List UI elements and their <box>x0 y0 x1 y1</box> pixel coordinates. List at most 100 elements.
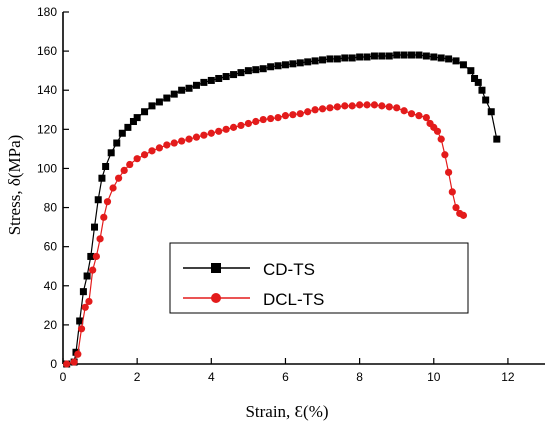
x-tick-label: 8 <box>356 370 363 384</box>
data-point-cd-ts <box>319 56 327 64</box>
data-point-dcl-ts <box>192 133 201 141</box>
data-point-cd-ts <box>107 149 115 157</box>
data-point-cd-ts <box>422 52 430 60</box>
data-point-cd-ts <box>87 252 95 260</box>
legend-label-cd-ts: CD-TS <box>263 260 315 279</box>
data-point-cd-ts <box>487 108 495 116</box>
data-point-cd-ts <box>118 129 126 137</box>
data-point-dcl-ts <box>120 166 128 174</box>
y-tick-label: 80 <box>44 201 58 215</box>
data-point-cd-ts <box>83 272 91 280</box>
data-point-cd-ts <box>333 55 341 63</box>
data-point-cd-ts <box>252 66 260 74</box>
data-point-cd-ts <box>471 74 479 82</box>
data-point-dcl-ts <box>304 108 312 116</box>
data-point-cd-ts <box>185 84 193 92</box>
data-point-dcl-ts <box>437 135 445 143</box>
x-tick-label: 2 <box>134 370 141 384</box>
data-point-cd-ts <box>445 55 453 63</box>
data-point-cd-ts <box>124 123 132 131</box>
y-tick-label: 20 <box>44 318 58 332</box>
data-point-dcl-ts <box>259 115 267 124</box>
data-point-cd-ts <box>296 59 304 67</box>
data-point-cd-ts <box>430 53 438 61</box>
data-point-cd-ts <box>459 61 467 69</box>
data-point-dcl-ts <box>393 104 401 112</box>
data-point-dcl-ts <box>63 360 71 368</box>
data-point-dcl-ts <box>85 297 93 306</box>
data-point-cd-ts <box>400 51 408 59</box>
data-point-dcl-ts <box>81 303 89 311</box>
y-tick-label: 180 <box>37 5 57 19</box>
series-line-dcl-ts <box>66 104 464 365</box>
data-point-cd-ts <box>237 69 245 77</box>
data-point-dcl-ts <box>92 252 100 261</box>
data-point-cd-ts <box>370 52 378 60</box>
data-point-dcl-ts <box>363 101 371 109</box>
data-point-dcl-ts <box>96 235 104 243</box>
data-point-dcl-ts <box>370 101 379 109</box>
data-point-dcl-ts <box>415 112 423 120</box>
data-point-dcl-ts <box>452 203 460 212</box>
data-point-cd-ts <box>348 54 356 62</box>
data-point-cd-ts <box>133 114 141 122</box>
data-point-cd-ts <box>289 60 297 68</box>
data-point-cd-ts <box>452 57 460 65</box>
data-point-cd-ts <box>192 81 200 89</box>
data-point-cd-ts <box>259 65 267 73</box>
data-point-cd-ts <box>178 86 186 94</box>
y-tick-label: 160 <box>37 44 57 58</box>
data-point-cd-ts <box>98 174 106 182</box>
data-point-dcl-ts <box>348 102 356 110</box>
data-point-dcl-ts <box>115 174 123 182</box>
y-tick-label: 60 <box>44 240 58 254</box>
data-point-cd-ts <box>311 57 319 65</box>
data-point-dcl-ts <box>296 110 304 118</box>
data-point-cd-ts <box>148 102 156 110</box>
data-point-dcl-ts <box>448 188 456 196</box>
data-point-dcl-ts <box>163 141 171 149</box>
data-point-dcl-ts <box>109 184 117 192</box>
x-tick-label: 6 <box>282 370 289 384</box>
data-point-dcl-ts <box>400 107 408 115</box>
data-point-cd-ts <box>230 71 238 79</box>
data-point-cd-ts <box>102 162 110 170</box>
data-point-cd-ts <box>222 73 230 81</box>
data-point-cd-ts <box>437 54 445 62</box>
x-tick-label: 10 <box>427 370 441 384</box>
data-point-dcl-ts <box>267 114 275 123</box>
data-point-dcl-ts <box>126 160 134 169</box>
data-point-cd-ts <box>482 96 490 104</box>
data-point-dcl-ts <box>244 119 252 128</box>
data-point-cd-ts <box>393 51 401 59</box>
data-point-cd-ts <box>385 52 393 60</box>
data-point-cd-ts <box>304 58 312 66</box>
series-cd-ts <box>63 51 501 368</box>
data-point-dcl-ts <box>326 104 334 112</box>
series-line-cd-ts <box>66 54 498 365</box>
y-axis-label: Stress, δ(MPa) <box>5 135 24 236</box>
data-point-dcl-ts <box>103 198 112 206</box>
data-point-dcl-ts <box>185 135 193 143</box>
legend-marker-cd-ts <box>211 263 221 273</box>
data-point-cd-ts <box>200 78 208 86</box>
data-point-dcl-ts <box>433 127 442 135</box>
data-point-cd-ts <box>474 78 482 86</box>
data-point-dcl-ts <box>385 103 393 111</box>
data-point-dcl-ts <box>407 110 416 118</box>
data-point-dcl-ts <box>441 151 449 159</box>
data-point-dcl-ts <box>74 350 82 358</box>
data-point-dcl-ts <box>318 105 327 113</box>
y-tick-label: 140 <box>37 83 57 97</box>
data-point-dcl-ts <box>281 112 290 120</box>
data-point-cd-ts <box>94 196 102 204</box>
data-point-dcl-ts <box>378 102 386 110</box>
data-point-dcl-ts <box>140 151 149 159</box>
data-point-cd-ts <box>91 223 99 231</box>
data-point-cd-ts <box>79 288 87 296</box>
data-point-cd-ts <box>129 118 137 126</box>
legend-marker-dcl-ts <box>211 293 221 303</box>
data-point-cd-ts <box>170 90 178 98</box>
